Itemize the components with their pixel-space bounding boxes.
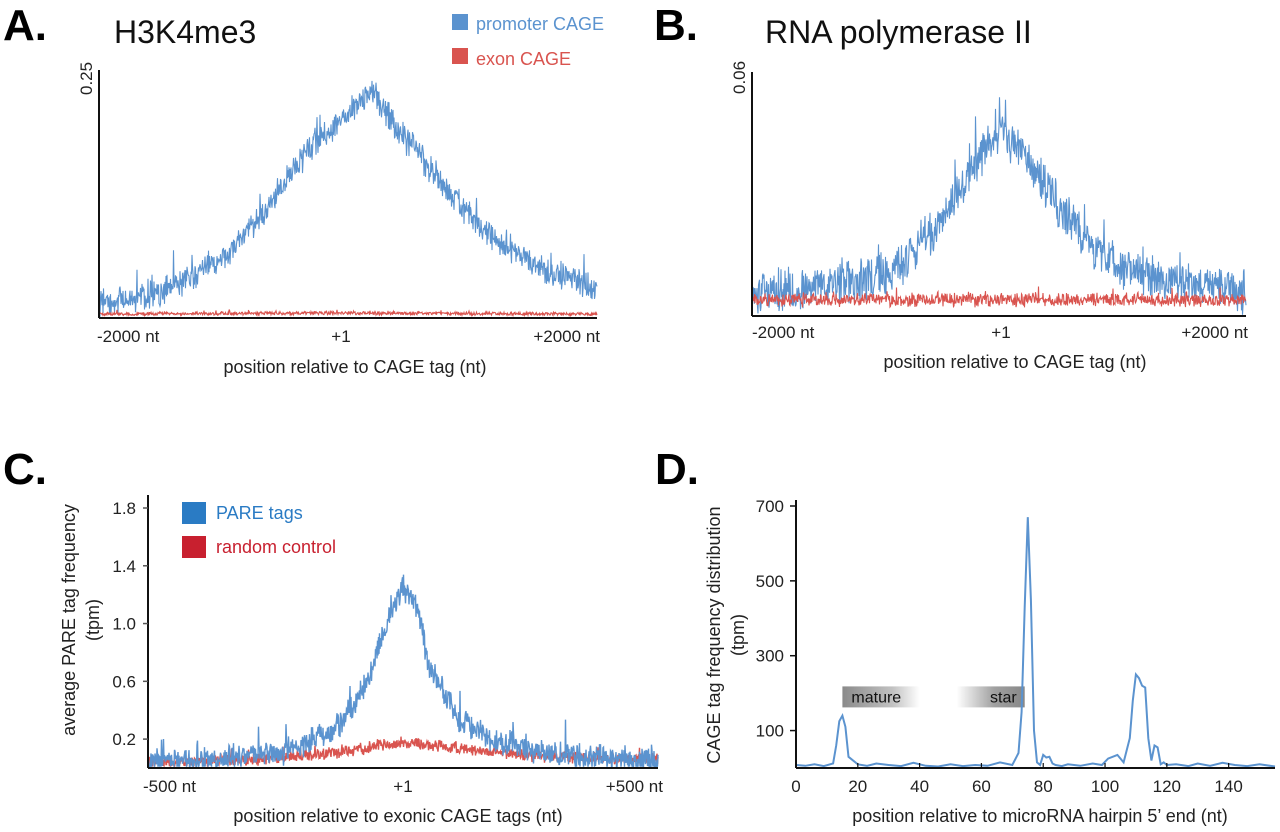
- panel-a: A. H3K4me3 promoter CAGE exon CAGE 0.25 …: [3, 1, 604, 377]
- panel-b-xtick-left: -2000 nt: [752, 323, 815, 342]
- star-region-bar: [956, 686, 1025, 708]
- panel-d-xlabel: position relative to microRNA hairpin 5’…: [852, 806, 1228, 826]
- panel-c-ytick: 0.6: [112, 672, 136, 691]
- panel-a-xtick-left: -2000 nt: [97, 327, 160, 346]
- panel-d-y-ticks: 100 300 500 700: [756, 497, 796, 741]
- panel-a-plot: [98, 80, 598, 318]
- panel-b-title: RNA polymerase II: [765, 14, 1032, 50]
- panel-d-xtick: 20: [848, 777, 867, 796]
- legend-label-pare: PARE tags: [216, 503, 303, 523]
- panel-a-label: A.: [3, 1, 47, 50]
- random-control-line: [147, 736, 659, 768]
- panel-d-xtick: 100: [1091, 777, 1119, 796]
- legend-label-promoter: promoter CAGE: [476, 14, 604, 34]
- panel-d-xtick: 0: [791, 777, 800, 796]
- panel-d-plot: [795, 517, 1276, 768]
- legend-swatch-promoter: [452, 14, 468, 30]
- panel-b-xtick-mid: +1: [991, 323, 1010, 342]
- panel-c-ytick: 1.4: [112, 557, 136, 576]
- panel-b-xlabel: position relative to CAGE tag (nt): [883, 352, 1146, 372]
- legend-swatch-exon: [452, 48, 468, 64]
- panel-d-label: D.: [655, 445, 699, 494]
- panel-c-ytick: 1.0: [112, 615, 136, 634]
- mature-region-bar: [842, 686, 920, 708]
- panel-d-xtick: 140: [1214, 777, 1242, 796]
- panel-c-y-ticks: 0.2 0.6 1.0 1.4 1.8: [112, 499, 148, 749]
- panel-d-ytick: 100: [756, 722, 784, 741]
- panel-c-ylabel-line2: (tpm): [83, 599, 103, 641]
- panel-b-xtick-right: +2000 nt: [1181, 323, 1248, 342]
- panel-b-ytick-label: 0.06: [730, 61, 749, 94]
- panel-a-ytick-label: 0.25: [77, 62, 96, 95]
- panel-c-label: C.: [3, 445, 47, 494]
- panel-d-ytick: 500: [756, 572, 784, 591]
- panel-c-ytick: 1.8: [112, 499, 136, 518]
- panel-d-xtick: 80: [1034, 777, 1053, 796]
- legend-swatch-random: [182, 536, 206, 558]
- panel-c-xtick-right: +500 nt: [606, 777, 663, 796]
- star-region-label: star: [990, 689, 1017, 706]
- panel-d-ytick: 300: [756, 647, 784, 666]
- panel-c-xtick-left: -500 nt: [143, 777, 196, 796]
- legend-label-exon: exon CAGE: [476, 49, 571, 69]
- panel-c: C. average PARE tag frequency (tpm) PARE…: [3, 445, 663, 826]
- panel-a-xtick-right: +2000 nt: [533, 327, 600, 346]
- exon-line: [751, 286, 1247, 309]
- panel-d-xtick: 40: [910, 777, 929, 796]
- panel-d-xtick: 120: [1153, 777, 1181, 796]
- panel-d-ylabel-line1: CAGE tag frequency distribution: [704, 506, 724, 763]
- panel-b-plot: [751, 97, 1247, 315]
- pare-tags-line: [147, 574, 659, 769]
- panel-b-label: B.: [654, 1, 698, 50]
- panel-a-xlabel: position relative to CAGE tag (nt): [223, 357, 486, 377]
- panel-d-ylabel-line2: (tpm): [728, 614, 748, 656]
- panel-c-ylabel-line1: average PARE tag frequency: [59, 504, 79, 736]
- panel-c-xtick-mid: +1: [393, 777, 412, 796]
- panel-c-ytick: 0.2: [112, 730, 136, 749]
- panel-d-xtick: 60: [972, 777, 991, 796]
- panel-d-ytick: 700: [756, 497, 784, 516]
- panel-d-x-ticks: 0 20 40 60 80 100 120 140: [791, 763, 1243, 796]
- exon-cage-line: [98, 309, 598, 318]
- panel-a-title: H3K4me3: [114, 14, 256, 50]
- promoter-cage-line: [98, 80, 598, 317]
- legend-label-random: random control: [216, 537, 336, 557]
- panel-d: D. CAGE tag frequency distribution (tpm)…: [655, 445, 1276, 826]
- panel-a-xtick-mid: +1: [331, 327, 350, 346]
- legend-swatch-pare: [182, 502, 206, 524]
- panel-b: B. RNA polymerase II 0.06 -2000 nt +1 +2…: [654, 1, 1248, 372]
- panel-d-annotations: mature star: [842, 686, 1025, 708]
- promoter-line: [751, 97, 1247, 315]
- panel-c-plot: [147, 574, 659, 769]
- cage-tag-line: [795, 517, 1276, 768]
- mature-region-label: mature: [851, 689, 901, 706]
- panel-c-xlabel: position relative to exonic CAGE tags (n…: [233, 806, 562, 826]
